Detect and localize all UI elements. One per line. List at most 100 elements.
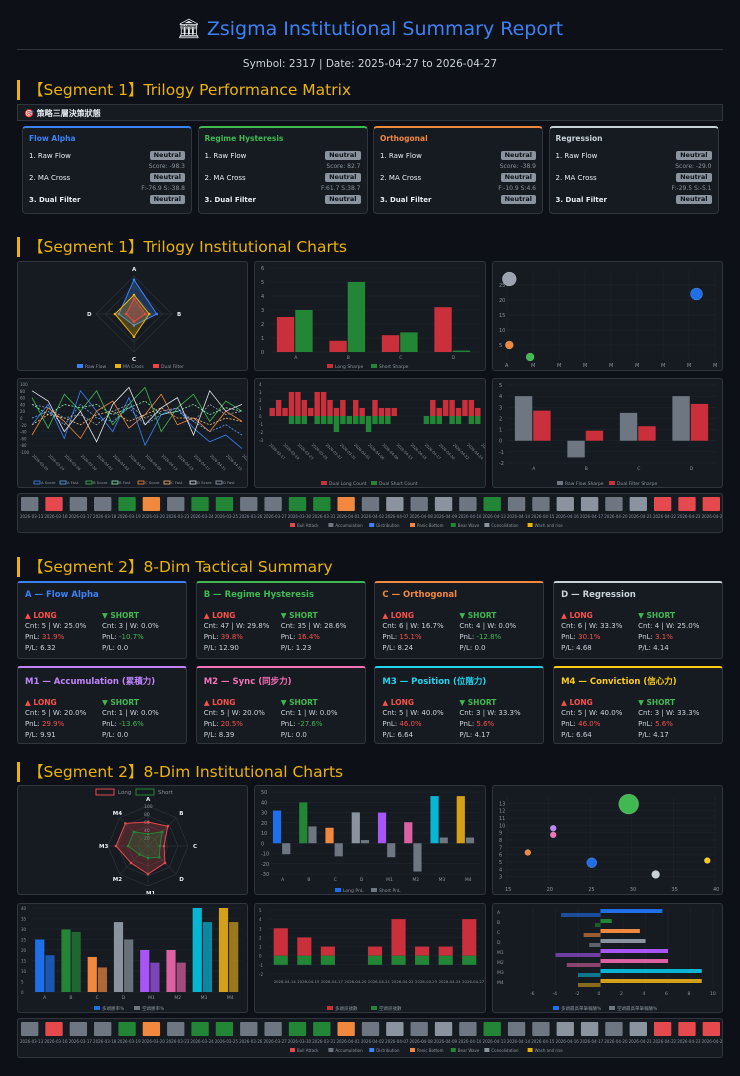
scatter-point-1 — [505, 340, 514, 350]
legend-swatch — [94, 1006, 100, 1010]
bar-long-count — [353, 400, 359, 416]
x-tick: M — [557, 363, 561, 369]
short-pl: P/L: 0.0 — [280, 731, 307, 739]
tactical-card-title: B — Regime Hysteresis — [203, 590, 315, 600]
legend-label: Dual Filter — [161, 364, 184, 370]
line-series-B Fast — [31, 400, 243, 416]
y-tick: M4 — [497, 980, 504, 986]
long-header: ▲ LONG — [25, 698, 57, 707]
long-stats: ▲ LONG Cnt: 6 | W: 33.3% PnL: 30.1% P/L: 4.… — [561, 610, 638, 654]
radar-point — [166, 824, 170, 828]
y-tick: 1 — [259, 945, 262, 950]
y-tick: 0 — [20, 416, 23, 421]
status-badge: Neutral — [149, 151, 185, 160]
regime-date: 2026-03-23 — [166, 514, 190, 519]
x-tick: C — [96, 995, 99, 1001]
pnl-value: 20.5% — [220, 720, 243, 728]
legend-label: Short Sharpe — [379, 364, 409, 370]
bar-long-count — [282, 408, 288, 416]
y-tick: 4 — [259, 917, 262, 922]
bar-short-count — [353, 416, 359, 424]
row-score: F:-76.9 S:-38.8 — [141, 185, 185, 192]
long-pl: P/L: 4.68 — [561, 644, 592, 652]
radar-axis-label: M3 — [99, 844, 108, 850]
x-tick: D — [360, 877, 364, 883]
regime-date: 2026-03-30 — [288, 1039, 312, 1044]
y-tick: -20 — [20, 423, 27, 428]
pnl-label: PnL: — [459, 720, 477, 728]
bar-win-long-D — [113, 922, 124, 992]
status-badge: Neutral — [149, 173, 185, 182]
status-badge: Neutral — [500, 151, 536, 160]
radar-point — [132, 297, 136, 301]
y-tick: 20 — [261, 821, 267, 827]
short-header: ▼ SHORT — [280, 698, 318, 707]
y-tick: -20 — [261, 862, 269, 868]
bar-long-count — [269, 408, 275, 416]
short-pnl: PnL: -13.6% — [102, 719, 179, 730]
bar-long-count — [359, 408, 365, 416]
x-tick: A — [505, 363, 509, 369]
regime-cell-10 — [264, 1022, 282, 1036]
hbar-short-A — [561, 913, 601, 917]
regime-cell-6 — [167, 497, 185, 511]
long-count: Cnt: 6 | W: 33.3% — [561, 622, 623, 630]
legend-swatch — [450, 523, 456, 527]
bar-win-short-B — [71, 931, 81, 992]
short-pl: P/L: 4.17 — [638, 731, 669, 739]
legend-label: Bear Wave — [458, 1048, 480, 1053]
matrix-card-title: Regime Hysteresis — [204, 134, 284, 143]
line-series-D Score — [31, 386, 243, 443]
regime-cell-20 — [507, 1022, 526, 1036]
y-tick: -3 — [259, 438, 263, 443]
x-tick: 10 — [710, 991, 716, 997]
x-tick: M — [531, 363, 535, 369]
report-header: 🏛 Zsigma Institutional Summary Report Sym… — [0, 0, 740, 70]
matrix-row: 1. Raw Flow Neutral — [29, 150, 185, 161]
regime-date: 2026-03-27 — [263, 1039, 287, 1044]
pnl-label: PnL: — [203, 633, 221, 641]
bar-win-long-M4 — [218, 908, 229, 992]
regime-strip-1: 2026-03-13 2026-03-16 2026-03-17 2026-03-18… — [17, 493, 723, 533]
row-label: 2. MA Cross — [380, 173, 422, 182]
x-tick: 2026-04-21 — [209, 454, 227, 472]
legend-swatch — [327, 364, 333, 368]
bar-long-count — [288, 392, 295, 416]
y-tick: 5 — [499, 860, 502, 866]
radar-point — [117, 312, 121, 316]
x-tick: 2026-04-09 — [144, 454, 162, 472]
legend-swatch — [484, 523, 490, 527]
legend-label: Consolidation — [491, 1048, 519, 1053]
row-score: Score: 82.7 — [326, 163, 361, 170]
bar-win-long-B — [61, 929, 71, 992]
regime-date: 2026-04-23 — [677, 1039, 701, 1044]
legend-label: 空頭最高單筆報酬% — [617, 1005, 658, 1012]
matrix-row: 3. Dual Filter Neutral — [29, 194, 185, 205]
pnl-label: PnL: — [638, 720, 656, 728]
bar-short-signals — [391, 955, 406, 965]
regime-cell-5 — [142, 497, 161, 511]
x-tick: 2 — [620, 991, 623, 997]
regime-cell-18 — [459, 497, 477, 511]
bar-Long PnL-M4 — [456, 796, 465, 844]
short-count: Cnt: 1 | W: 0.0% — [102, 709, 159, 717]
legend-swatch — [137, 480, 145, 485]
legend-label: Bear Wave — [458, 523, 480, 528]
short-pl: P/L: 1.23 — [280, 644, 312, 652]
regime-cell-21 — [532, 1022, 550, 1036]
y-tick: M2 — [497, 960, 504, 966]
y-tick: 3 — [259, 926, 262, 931]
regime-date: 2026-04-01 — [336, 1039, 360, 1044]
bar-long-count — [442, 400, 449, 416]
radar-tick: 80 — [144, 812, 150, 818]
regime-cell-6 — [167, 1022, 185, 1036]
bar-long-signals — [438, 946, 453, 956]
tactical-card-title: M1 — Accumulation (累積力) — [25, 677, 156, 687]
radar-point — [158, 844, 162, 848]
sharpe-bar-panel: 0 1 2 3 4 5 6 A B C D Long Sharpe Short Sharpe — [254, 261, 486, 371]
regime-date: 2026-04-15 — [531, 514, 555, 519]
bar-long-signals — [320, 946, 335, 956]
status-badge: Neutral — [676, 173, 712, 182]
y-tick: 5 — [499, 343, 502, 349]
radar8-panel: A B C D M1 M2 M3 M4 100 80 60 40 20 Long Short — [17, 785, 248, 895]
